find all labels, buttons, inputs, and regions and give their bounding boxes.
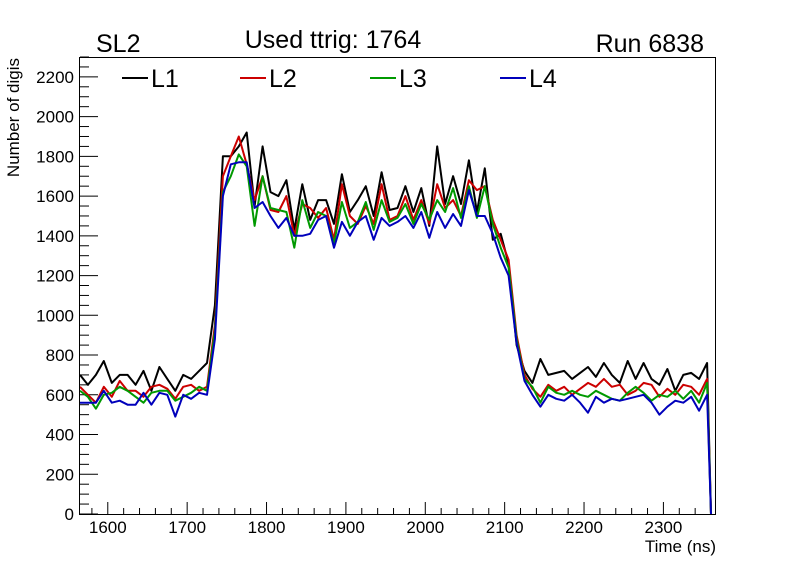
legend-item-l1: L1 xyxy=(122,65,179,93)
legend-item-l2: L2 xyxy=(240,65,297,93)
header-right-label: Run 6838 xyxy=(596,30,704,58)
x-tick-label: 1800 xyxy=(248,518,286,537)
y-tick-label: 400 xyxy=(46,426,74,445)
x-tick-label: 2200 xyxy=(565,518,603,537)
x-tick-label: 1900 xyxy=(327,518,365,537)
plot-frame xyxy=(79,57,716,515)
x-axis-label: Time (ns) xyxy=(645,537,716,556)
legend-item-l3: L3 xyxy=(370,65,427,93)
y-tick-label: 200 xyxy=(46,465,74,484)
y-tick-label: 800 xyxy=(46,346,74,365)
legend-item-l4: L4 xyxy=(500,65,557,93)
y-tick-label: 1200 xyxy=(36,267,74,286)
y-tick-label: 600 xyxy=(46,386,74,405)
header-left-label: SL2 xyxy=(96,30,140,58)
x-tick-label: 2300 xyxy=(644,518,682,537)
series-line-l4 xyxy=(80,161,712,514)
y-tick-label: 0 xyxy=(65,505,74,524)
legend-label: L3 xyxy=(399,65,427,93)
legend-label: L1 xyxy=(151,65,179,93)
header-title: Used ttrig: 1764 xyxy=(245,26,422,54)
series-lines xyxy=(80,131,712,514)
y-tick-label: 1400 xyxy=(36,227,74,246)
legend-label: L4 xyxy=(529,65,557,93)
series-line-l1 xyxy=(80,131,712,514)
x-tick-label: 2100 xyxy=(486,518,524,537)
y-axis-label: Number of digis xyxy=(4,58,23,177)
y-tick-label: 2000 xyxy=(36,108,74,127)
legend-label: L2 xyxy=(269,65,297,93)
x-tick-label: 1600 xyxy=(89,518,127,537)
legend: L1 L2 L3 L4 xyxy=(122,65,557,93)
y-tick-label: 1000 xyxy=(36,306,74,325)
axes: 1600 1700 1800 1900 2000 2100 2200 2300 0 200 400 6… xyxy=(36,56,712,537)
x-tick-label: 2000 xyxy=(406,518,444,537)
y-tick-label: 2200 xyxy=(36,68,74,87)
y-tick-label: 1800 xyxy=(36,147,74,166)
x-tick-label: 1700 xyxy=(168,518,206,537)
y-tick-label: 1600 xyxy=(36,187,74,206)
